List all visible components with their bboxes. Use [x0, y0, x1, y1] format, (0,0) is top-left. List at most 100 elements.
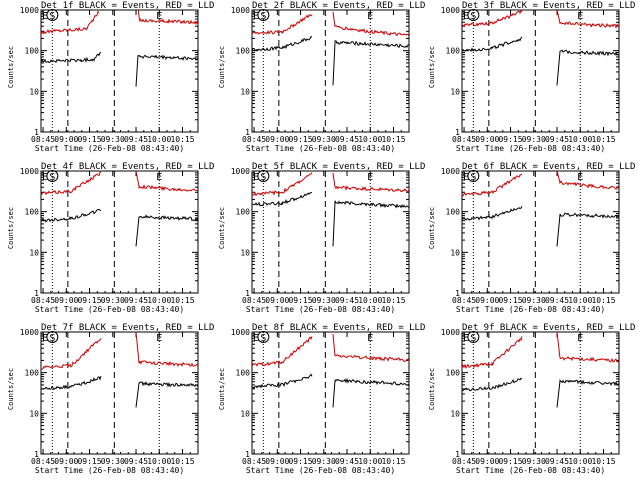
y-tick-label: 1000	[20, 328, 39, 337]
marker-circle	[257, 170, 270, 182]
y-axis-label: Counts/sec	[7, 368, 15, 410]
events-series-line	[41, 376, 102, 391]
chart-panel-3: Det 3f BLACK = Events, RED = LLD 1 10 100 10…	[428, 1, 635, 153]
chart-title: Det 5f BLACK = Events, RED = LLD	[252, 162, 425, 172]
lld-series-line	[556, 10, 619, 29]
events-series-line	[462, 377, 523, 392]
x-tick-label: 09:00	[54, 296, 78, 305]
x-tick-label: 09:45	[124, 135, 148, 144]
x-tick-label: 08:45	[452, 135, 476, 144]
x-tick-label: 10:15	[591, 296, 615, 305]
y-tick-label: 10	[29, 409, 39, 418]
x-tick-label: 09:15	[77, 457, 101, 466]
marker-label-e: E	[577, 333, 583, 344]
marker-circle	[467, 9, 480, 21]
lld-series-line	[332, 333, 409, 363]
x-tick-label: 09:30	[522, 457, 546, 466]
y-tick-label: 100	[236, 47, 251, 56]
marker-label-e: E	[367, 172, 373, 183]
x-tick-label: 09:30	[312, 135, 336, 144]
y-tick-label: 1	[34, 450, 39, 459]
x-tick-label: 09:00	[475, 135, 499, 144]
lld-series-line	[135, 171, 198, 192]
x-tick-label: 10:15	[381, 135, 405, 144]
chart-title: Det 2f BLACK = Events, RED = LLD	[252, 1, 425, 11]
x-axis-label: Start Time (26-Feb-08 08:43:40)	[456, 144, 605, 153]
lld-series-line	[332, 11, 409, 37]
x-tick-label: 10:00	[358, 296, 382, 305]
x-tick-label: 08:45	[31, 296, 55, 305]
marker-label-e: E	[367, 333, 373, 344]
lld-series-line	[462, 336, 523, 369]
lld-series-line	[252, 336, 313, 367]
y-tick-label: 100	[446, 47, 461, 56]
y-tick-label: 100	[446, 208, 461, 217]
lld-series-line	[41, 10, 100, 35]
marker-label-s: S	[260, 333, 266, 344]
marker-label-e: E	[463, 172, 469, 183]
chart-panel-2: Det 2f BLACK = Events, RED = LLD 1 10 100 10…	[218, 1, 425, 153]
y-tick-label: 1000	[20, 167, 39, 176]
x-tick-label: 09:15	[498, 296, 522, 305]
lld-series-line	[41, 171, 102, 196]
marker-label-e: E	[463, 11, 469, 22]
events-series-line	[332, 200, 409, 247]
events-series-line	[462, 206, 523, 221]
marker-label-e: E	[367, 11, 373, 22]
marker-label-e: E	[463, 333, 469, 344]
x-tick-label: 09:00	[54, 135, 78, 144]
y-axis-label: Counts/sec	[218, 46, 226, 88]
marker-circle	[46, 170, 59, 182]
marker-circle	[257, 9, 270, 21]
events-series-line	[332, 377, 409, 408]
x-tick-label: 09:45	[545, 135, 569, 144]
x-tick-label: 09:30	[312, 457, 336, 466]
x-tick-label: 10:00	[568, 135, 592, 144]
y-tick-label: 10	[450, 87, 460, 96]
x-tick-label: 10:00	[358, 457, 382, 466]
y-tick-label: 1000	[20, 6, 39, 15]
y-tick-label: 1000	[231, 167, 250, 176]
chart-panel-1: Det 1f BLACK = Events, RED = LLD 1 10 100 10…	[7, 1, 214, 153]
events-series-line	[135, 381, 198, 408]
x-axis-label: Start Time (26-Feb-08 08:43:40)	[456, 305, 605, 314]
marker-label-s: S	[260, 11, 266, 22]
chart-panel-7: Det 7f BLACK = Events, RED = LLD 1 10 100 10…	[7, 323, 214, 475]
events-series-line	[41, 52, 102, 64]
marker-label-e: E	[156, 11, 162, 22]
events-series-line	[135, 214, 198, 247]
x-tick-label: 09:45	[335, 296, 359, 305]
x-tick-label: 09:15	[288, 457, 312, 466]
y-tick-label: 1	[455, 450, 460, 459]
x-tick-label: 09:15	[77, 296, 101, 305]
x-tick-label: 09:45	[545, 296, 569, 305]
lld-series-line	[556, 332, 619, 364]
marker-label-e: E	[577, 11, 583, 22]
chart-panel-6: Det 6f BLACK = Events, RED = LLD 1 10 100 10…	[428, 162, 635, 314]
x-tick-label: 10:15	[170, 135, 194, 144]
y-tick-label: 10	[29, 248, 39, 257]
marker-circle	[467, 170, 480, 182]
x-tick-label: 08:45	[31, 457, 55, 466]
events-series-line	[135, 54, 198, 87]
y-axis-label: Counts/sec	[7, 46, 15, 88]
y-tick-label: 100	[25, 208, 40, 217]
x-tick-label: 08:45	[452, 457, 476, 466]
y-tick-label: 100	[25, 47, 40, 56]
x-tick-label: 10:00	[358, 135, 382, 144]
lld-series-line	[252, 13, 313, 35]
y-tick-label: 10	[450, 248, 460, 257]
x-tick-label: 08:45	[31, 135, 55, 144]
events-series-line	[462, 36, 523, 53]
y-axis-label: Counts/sec	[428, 368, 436, 410]
events-series-line	[252, 36, 313, 52]
chart-title: Det 8f BLACK = Events, RED = LLD	[252, 323, 425, 333]
events-series-line	[252, 373, 313, 389]
lld-series-line	[332, 172, 409, 193]
x-axis-label: Start Time (26-Feb-08 08:43:40)	[246, 305, 395, 314]
y-tick-label: 100	[236, 208, 251, 217]
x-tick-label: 10:00	[568, 457, 592, 466]
x-tick-label: 10:15	[591, 457, 615, 466]
x-tick-label: 09:45	[335, 457, 359, 466]
